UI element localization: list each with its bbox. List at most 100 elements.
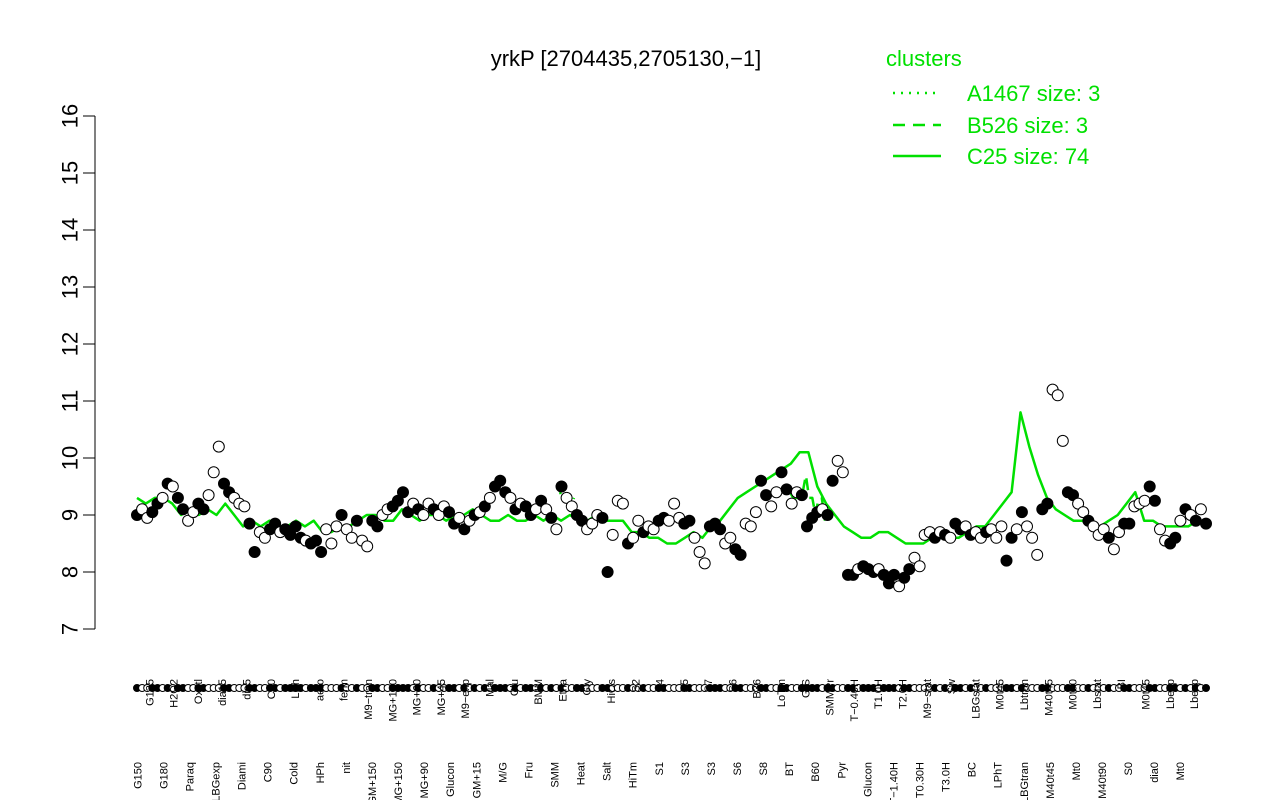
data-point: [550, 523, 563, 536]
y-tick-label: 15: [58, 161, 83, 185]
data-point: [596, 511, 609, 524]
data-point: [483, 491, 496, 504]
data-point: [1102, 531, 1115, 544]
x-tick-label: S3: [680, 762, 692, 775]
legend-entry-b526: B526 size: 3: [967, 113, 1088, 138]
y-tick-label: 11: [58, 390, 83, 413]
x-tick-label: T−0.40H: [849, 679, 861, 722]
x-tick-label: B36: [752, 679, 764, 699]
x-tick-label: Diami: [237, 762, 249, 790]
x-tick-label: SMM: [550, 762, 562, 788]
data-point: [156, 491, 169, 504]
data-point: [1174, 514, 1187, 527]
chart-title: yrkP [2704435,2705130,−1]: [491, 46, 762, 71]
x-tick-label: T−1.40H: [888, 762, 900, 800]
series-line-solid: [136, 411, 1207, 545]
data-point: [995, 520, 1008, 533]
data-point: [1015, 506, 1028, 519]
data-point: [616, 497, 629, 510]
x-tick-label: LPhT: [993, 762, 1005, 789]
data-point: [504, 491, 517, 504]
data-point: [1169, 531, 1182, 544]
data-point: [1107, 543, 1120, 556]
data-point: [749, 506, 762, 519]
x-tick-label: H2O2: [169, 679, 181, 708]
data-point: [1010, 523, 1023, 536]
data-point: [990, 531, 1003, 544]
x-tick-label: Fru: [523, 762, 535, 779]
data-point: [765, 500, 778, 513]
data-point: [734, 548, 747, 561]
x-tick-label: Glu: [509, 679, 521, 696]
x-tick-label: ferm: [339, 679, 351, 701]
x-tick-label: dia0: [1149, 762, 1161, 783]
x-tick-label: LoTm: [776, 679, 788, 707]
data-point: [1138, 494, 1151, 507]
data-points: [131, 383, 1212, 593]
x-tick-label: S2: [630, 679, 642, 692]
data-point: [494, 474, 507, 487]
x-tick-label: BT: [784, 762, 796, 776]
data-point: [693, 546, 706, 558]
data-point: [207, 466, 220, 479]
data-point: [780, 483, 793, 496]
x-tick-label: C90: [263, 762, 275, 782]
x-tick-label: Paraq: [185, 762, 197, 791]
data-point: [724, 531, 737, 544]
x-tick-label: T0.30H: [915, 762, 927, 798]
x-tick-label: Mal: [485, 679, 497, 697]
data-point: [330, 520, 343, 533]
data-point: [335, 509, 348, 521]
data-point: [1123, 517, 1136, 530]
x-tick-label: GM+150: [367, 762, 379, 800]
x-tick-label: S6: [728, 679, 740, 692]
data-point: [560, 491, 573, 504]
data-point: [785, 497, 798, 510]
data-point: [243, 517, 256, 530]
data-point: [458, 523, 471, 536]
x-tick-label: HiTm: [628, 762, 640, 788]
data-point: [714, 523, 727, 536]
data-point: [361, 540, 374, 553]
data-point: [831, 454, 844, 467]
data-point: [238, 500, 251, 513]
x-tick-label: Mt0: [1071, 762, 1083, 780]
x-tick-label: M9−stat: [922, 679, 934, 718]
legend-entry-a1467: A1467 size: 3: [967, 81, 1100, 106]
data-point: [1041, 497, 1054, 510]
data-point: [744, 520, 757, 533]
x-tick-label: T2.0H: [898, 679, 910, 709]
data-point: [289, 520, 302, 533]
data-point: [371, 520, 384, 533]
data-point: [248, 546, 261, 558]
x-tick-label: S5: [679, 679, 691, 692]
data-point: [627, 531, 640, 544]
x-tick-label: BI: [1116, 679, 1128, 689]
x-tick-label: G135: [144, 679, 156, 706]
data-point: [821, 509, 834, 521]
data-point: [760, 489, 773, 502]
legend: clusters A1467 size: 3 B526 size: 3 C25 …: [886, 46, 1100, 169]
legend-title: clusters: [886, 46, 962, 71]
data-point: [310, 534, 322, 547]
y-tick-label: 7: [58, 623, 83, 635]
data-point: [888, 568, 900, 581]
data-point: [606, 528, 619, 541]
x-tick-label: Etha: [557, 678, 569, 702]
x-tick-label: LBGstat: [970, 679, 982, 719]
x-tick-label: aero: [314, 679, 326, 701]
x-tick-label: Salt: [602, 762, 614, 781]
data-point: [146, 506, 159, 519]
x-tick-label: T3.0H: [941, 762, 953, 792]
x-tick-label: BC: [967, 762, 979, 777]
x-tick-label: MG+120: [387, 679, 399, 722]
data-point: [1077, 506, 1090, 519]
x-tick-label: Cold: [289, 762, 301, 785]
data-point: [443, 506, 455, 519]
x-tick-label: GM+15: [471, 762, 483, 798]
data-point: [1148, 494, 1161, 507]
x-tick-label: Lbtran: [1019, 679, 1031, 710]
data-point: [1031, 548, 1044, 561]
x-tick-label: Lbexp: [1189, 679, 1201, 709]
x-tick-label: MG+45: [436, 679, 448, 715]
